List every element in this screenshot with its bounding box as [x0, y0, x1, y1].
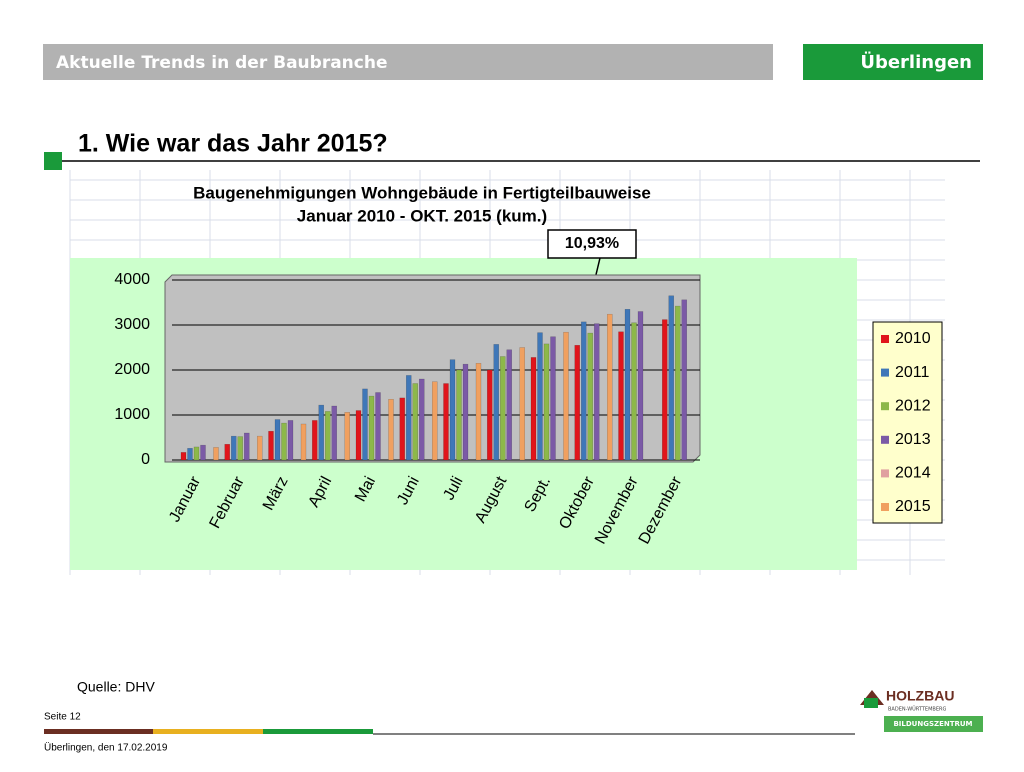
- title: 1. Wie war das Jahr 2015?: [78, 130, 388, 158]
- bar: [244, 432, 250, 461]
- bar: [187, 448, 193, 461]
- logo-house: [864, 698, 878, 708]
- rule-yellow: [153, 729, 263, 734]
- legend-swatch: [881, 368, 889, 377]
- logo-sub: BADEN-WÜRTTEMBERG: [888, 706, 946, 713]
- bar: [268, 430, 274, 461]
- legend-swatch: [881, 402, 889, 411]
- bar: [550, 336, 556, 461]
- header-bar: [43, 44, 773, 80]
- bar: [375, 392, 381, 461]
- bar: [668, 295, 674, 461]
- bar: [487, 369, 493, 461]
- bar: [300, 423, 307, 461]
- bar: [213, 447, 219, 461]
- y-tick-label: 1000: [114, 406, 150, 423]
- chart-title: Baugenehmigungen Wohngebäude in Fertigte…: [193, 183, 651, 202]
- bar: [312, 420, 318, 461]
- bar: [412, 383, 418, 461]
- bar: [180, 452, 187, 461]
- section: Aktuelle Trends in der Baubranche: [56, 53, 388, 73]
- bar: [368, 395, 375, 461]
- annotation-box: [547, 229, 637, 259]
- source: Quelle: DHV: [77, 679, 155, 695]
- bar: [506, 349, 512, 461]
- logo-text: HOLZBAU: [886, 688, 954, 704]
- date: Überlingen, den 17.02.2019: [44, 742, 168, 754]
- bar: [193, 446, 200, 461]
- rule-green: [263, 729, 373, 734]
- bar: [318, 404, 324, 461]
- bar: [443, 383, 449, 461]
- bar: [200, 444, 206, 461]
- y-tick-label: 4000: [114, 271, 150, 288]
- location: Überlingen: [860, 51, 972, 73]
- bar: [281, 422, 287, 461]
- bar: [530, 357, 537, 461]
- legend-label: 2013: [895, 431, 931, 448]
- legend-swatch: [881, 469, 889, 478]
- bar: [681, 299, 687, 461]
- legend-box: [872, 321, 943, 524]
- bar: [543, 343, 550, 461]
- bar: [637, 311, 644, 461]
- bar: [406, 375, 412, 461]
- legend-label: 2011: [895, 364, 930, 381]
- legend-label: 2015: [895, 498, 931, 515]
- bar: [475, 363, 482, 461]
- bar: [362, 388, 368, 461]
- bar: [662, 319, 668, 461]
- legend-swatch: [881, 335, 889, 343]
- bar: [224, 444, 230, 461]
- bar: [456, 369, 462, 461]
- bar: [574, 345, 580, 461]
- chart-subtitle: Januar 2010 - OKT. 2015 (kum.): [297, 206, 547, 225]
- bar: [618, 331, 624, 461]
- bar: [325, 411, 331, 461]
- logo-band-text: BILDUNGSZENTRUM: [893, 720, 972, 728]
- y-tick-label: 0: [141, 451, 150, 468]
- legend-label: 2010: [895, 330, 931, 347]
- bar: [493, 344, 499, 461]
- annotation: 10,93%: [565, 235, 619, 252]
- bar: [519, 347, 525, 461]
- bar: [388, 399, 394, 461]
- bar: [500, 356, 506, 461]
- page-number: Seite 12: [44, 712, 81, 723]
- bar: [399, 397, 405, 461]
- bar: [587, 332, 593, 461]
- bar: [449, 359, 456, 461]
- bar: [537, 332, 543, 461]
- bar: [344, 412, 350, 461]
- legend-label: 2012: [895, 397, 931, 414]
- legend-label: 2014: [895, 465, 931, 482]
- logo-band: [884, 716, 983, 732]
- bar: [581, 321, 587, 461]
- bar: [624, 309, 631, 461]
- bar: [274, 419, 281, 461]
- bar: [594, 323, 600, 461]
- bar: [432, 381, 438, 461]
- bar: [287, 420, 294, 461]
- bar: [237, 436, 243, 461]
- bar: [231, 435, 237, 461]
- bar: [675, 305, 681, 461]
- bar: [462, 363, 469, 461]
- bar: [563, 331, 569, 461]
- bar: [607, 313, 613, 461]
- rule-brown: [44, 729, 153, 734]
- bar: [257, 435, 263, 461]
- location-box: [803, 44, 983, 80]
- title-marker: [44, 152, 62, 170]
- legend-swatch: [881, 435, 889, 444]
- bar: [331, 405, 337, 461]
- bar: [631, 322, 637, 461]
- bar: [419, 378, 425, 461]
- y-tick-label: 3000: [114, 316, 150, 333]
- legend-swatch: [881, 503, 889, 511]
- y-tick-label: 2000: [114, 361, 150, 378]
- bar: [355, 410, 362, 461]
